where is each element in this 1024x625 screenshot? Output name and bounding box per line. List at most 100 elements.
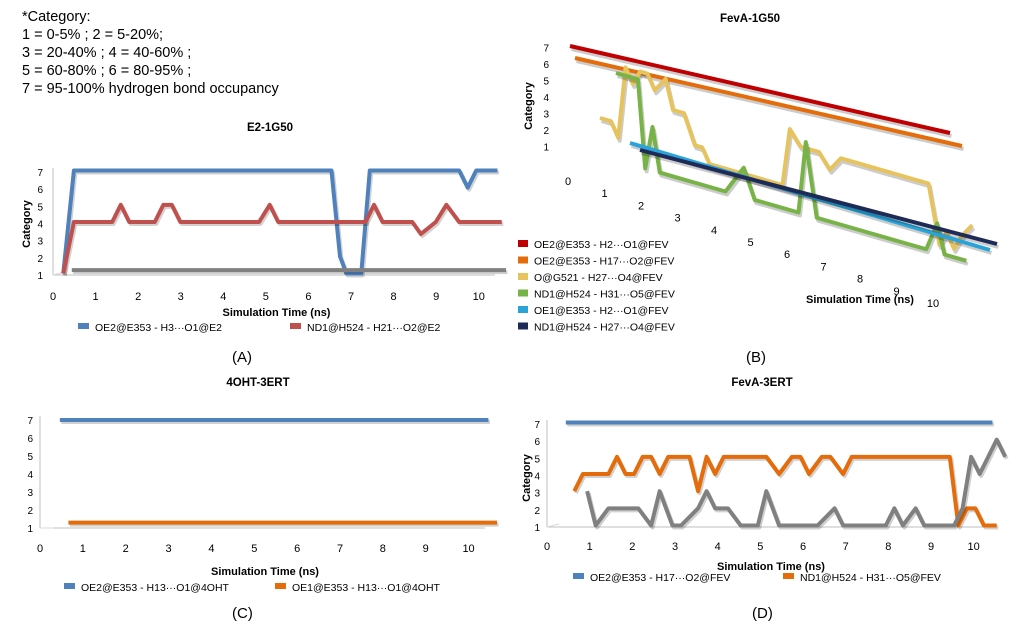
x-tick-label: 0 (37, 543, 43, 555)
x-tick-label: 0 (50, 291, 56, 303)
series-line-b-3 (615, 71, 967, 263)
y-tick-label: 2 (543, 126, 549, 137)
series-line-b-0 (569, 44, 951, 135)
series-line-b-2 (599, 65, 974, 251)
x-tick-label: 7 (337, 543, 343, 555)
panel-label-a: (A) (232, 349, 252, 366)
series-line-b-1 (574, 56, 963, 148)
legend-swatch (518, 273, 528, 280)
y-tick-label: 4 (37, 220, 43, 231)
x-tick-label: 9 (893, 286, 899, 298)
y-tick-label: 5 (543, 77, 549, 88)
y-tick-label: 6 (37, 185, 43, 196)
legend-label: ND1@H524 - H31···O5@FEV (800, 572, 941, 584)
y-tick-label: 5 (27, 452, 33, 463)
x-tick-label: 10 (968, 541, 980, 553)
y-tick-label: 7 (534, 420, 540, 431)
x-tick-label: 3 (672, 541, 678, 553)
y-tick-label: 3 (534, 489, 540, 500)
note-line: 1 = 0-5% ; 2 = 5-20%; (22, 27, 164, 43)
legend-swatch (573, 573, 584, 579)
x-tick-label: 4 (220, 291, 226, 303)
x-tick-label: 5 (747, 237, 753, 249)
legend-swatch (290, 323, 301, 329)
x-tick-label: 10 (473, 291, 485, 303)
series-line-b-5 (639, 148, 998, 246)
legend-label: OE2@E353 - H2···O1@FEV (534, 239, 669, 251)
x-tick-label: 5 (251, 543, 257, 555)
note-line: 7 = 95-100% hydrogen bond occupancy (22, 81, 279, 97)
x-tick-label: 2 (629, 541, 635, 553)
x-tick-label: 3 (166, 543, 172, 555)
legend-swatch (518, 240, 528, 247)
x-tick-label: 2 (123, 543, 129, 555)
legend-label: OE2@E353 - H17···O2@FEV (590, 572, 730, 584)
y-tick-label: 2 (37, 254, 43, 265)
x-tick-label: 10 (462, 543, 474, 555)
x-tick-label: 8 (391, 291, 397, 303)
x-tick-label: 6 (784, 249, 790, 261)
y-tick-label: 1 (37, 271, 43, 282)
x-tick-label: 3 (674, 213, 680, 225)
chart-title-b: FevA-1G50 (720, 13, 780, 25)
x-axis-label: Simulation Time (ns) (223, 307, 331, 319)
x-axis-label: Simulation Time (ns) (717, 561, 825, 573)
x-tick-label: 4 (711, 225, 717, 237)
x-tick-label: 1 (587, 541, 593, 553)
note-line: 5 = 60-80% ; 6 = 80-95% ; (22, 63, 192, 79)
x-tick-label: 7 (348, 291, 354, 303)
series-shadow (574, 456, 999, 530)
x-tick-label: 1 (93, 291, 99, 303)
x-tick-label: 3 (178, 291, 184, 303)
x-tick-label: 9 (433, 291, 439, 303)
x-tick-label: 6 (800, 541, 806, 553)
y-tick-label: 1 (27, 524, 33, 535)
legend-swatch (78, 323, 89, 329)
x-tick-label: 9 (928, 541, 934, 553)
series-line-d-1 (572, 454, 997, 528)
legend-swatch (518, 289, 528, 297)
y-axis-label: Category (521, 453, 533, 502)
x-tick-label: 2 (135, 291, 141, 303)
legend-label: O@G521 - H27···O4@FEV (534, 272, 663, 284)
legend-label: ND1@H524 - H27···O4@FEV (534, 322, 675, 334)
x-tick-label: 8 (885, 541, 891, 553)
x-tick-label: 6 (305, 291, 311, 303)
legend-swatch (783, 573, 794, 579)
x-tick-label: 6 (294, 543, 300, 555)
x-tick-label: 10 (927, 298, 939, 310)
y-tick-label: 6 (543, 60, 549, 71)
category-legend-note: *Category: 1 = 0-5% ; 2 = 5-20%; 3 = 20-… (22, 8, 279, 98)
panel-label-b: (B) (746, 349, 766, 366)
y-tick-label: 2 (534, 506, 540, 517)
series-line-a-0 (61, 168, 498, 276)
note-line: 3 = 20-40% ; 4 = 40-60% ; (22, 45, 192, 61)
series-shadow (571, 47, 952, 138)
x-tick-label: 8 (857, 274, 863, 286)
legend-swatch (518, 306, 528, 313)
y-tick-label: 4 (534, 472, 540, 483)
legend-swatch (275, 583, 286, 589)
panel-label-c: (C) (232, 605, 253, 622)
y-tick-label: 4 (27, 470, 33, 481)
series-line-a-1 (61, 202, 502, 274)
legend-label: OE2@E353 - H13···O1@4OHT (81, 582, 230, 594)
legend-label: OE1@E353 - H13···O1@4OHT (292, 582, 441, 594)
x-tick-label: 8 (380, 543, 386, 555)
y-tick-label: 5 (534, 454, 540, 465)
legend-swatch (518, 322, 528, 330)
y-tick-label: 6 (534, 437, 540, 448)
y-tick-label: 1 (543, 143, 549, 154)
series-shadow (640, 151, 1000, 249)
note-line: *Category: (22, 9, 91, 25)
y-axis-label: Category (523, 81, 535, 130)
legend-label: OE1@E353 - H2···O1@FEV (534, 305, 669, 317)
legend-label: ND1@H524 - H31···O5@FEV (534, 289, 675, 301)
x-tick-label: 5 (757, 541, 763, 553)
y-tick-label: 4 (543, 93, 549, 104)
x-axis-label: Simulation Time (ns) (806, 294, 914, 306)
y-tick-label: 7 (37, 168, 43, 179)
floor-edge (546, 523, 560, 528)
y-tick-label: 3 (37, 237, 43, 248)
